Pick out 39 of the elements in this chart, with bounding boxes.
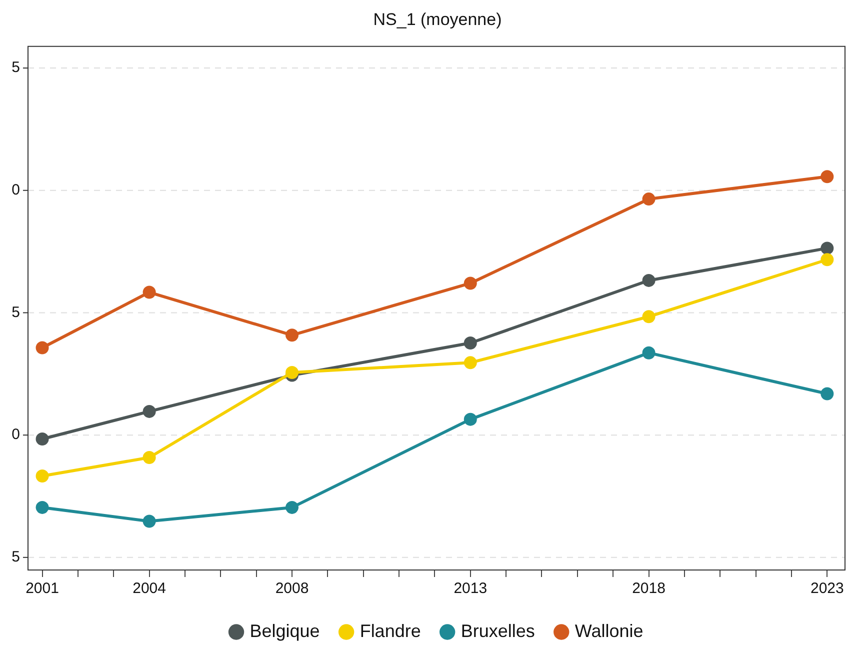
legend-label: Bruxelles (460, 620, 535, 641)
point (286, 500, 299, 514)
point (142, 450, 156, 464)
point (286, 366, 299, 380)
point (642, 346, 656, 360)
text: 0 (12, 426, 20, 444)
point (464, 412, 477, 426)
point (286, 328, 299, 342)
point (820, 242, 834, 255)
text: 5 (12, 548, 20, 566)
point (36, 469, 49, 482)
text: 5 (12, 304, 20, 321)
point (36, 341, 49, 354)
legend-label: Wallonie (574, 620, 644, 641)
x-tick-label: 2023 (810, 580, 844, 598)
legend-label: Belgique (250, 620, 320, 641)
point (464, 336, 477, 350)
x-tick-label: 2001 (26, 580, 59, 598)
x-tick-label: 2008 (275, 580, 309, 598)
point (36, 500, 49, 514)
text: 5 (12, 59, 20, 76)
text: 0 (12, 182, 20, 199)
x-tick-label: 2018 (632, 580, 666, 598)
point (142, 286, 156, 299)
chart-title: NS_1 (moyenne) (373, 10, 502, 29)
point (36, 432, 49, 446)
point (464, 276, 477, 290)
point (642, 192, 656, 206)
x-tick-label: 2013 (454, 580, 488, 598)
point (820, 253, 834, 266)
legend-label: Flandre (360, 620, 421, 641)
point (820, 170, 834, 184)
point (820, 387, 834, 400)
point (142, 404, 156, 418)
point (464, 356, 477, 370)
point (642, 274, 656, 287)
point (642, 310, 656, 324)
point (142, 514, 156, 528)
x-tick-label: 2004 (132, 580, 166, 598)
